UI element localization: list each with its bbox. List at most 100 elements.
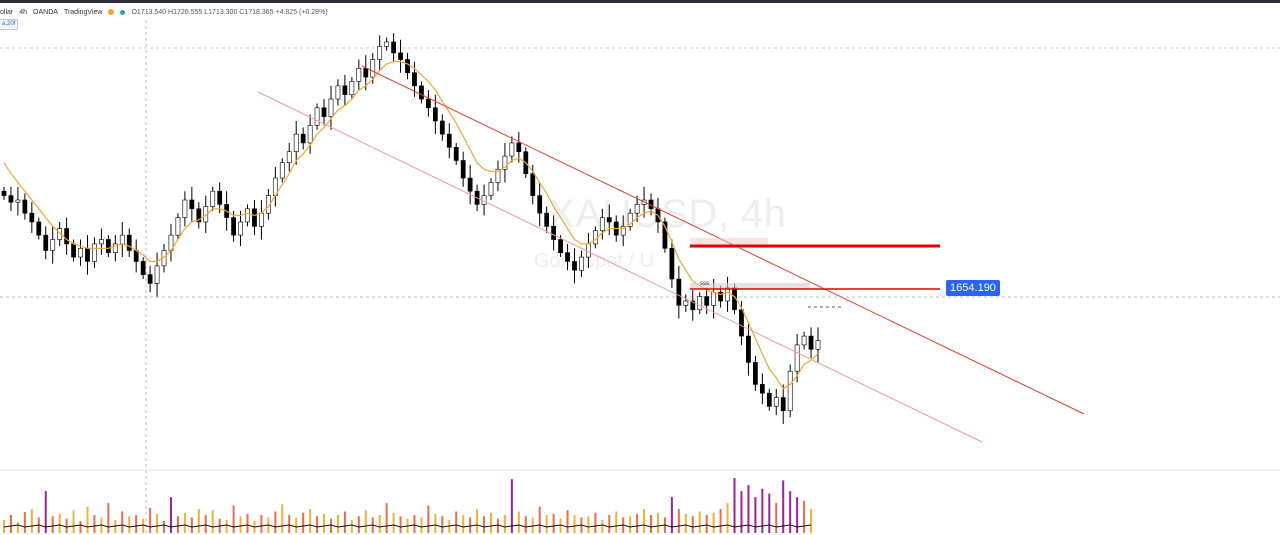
volume-bar — [30, 509, 33, 533]
candle-body — [676, 278, 682, 306]
candle-body — [537, 195, 543, 214]
candle-body — [15, 199, 21, 203]
candle-body — [314, 107, 320, 126]
candle-body — [739, 309, 744, 337]
volume-bar — [336, 515, 339, 533]
candle-body — [8, 195, 14, 203]
channel-lower-line — [257, 91, 983, 443]
volume-bar — [629, 516, 632, 533]
volume-bar — [573, 515, 576, 533]
volume-bar — [23, 512, 26, 533]
bell-icon[interactable] — [108, 9, 115, 15]
candle-body — [147, 274, 153, 284]
candle-body — [551, 226, 557, 240]
candle-body — [752, 362, 758, 385]
candle-body — [78, 247, 83, 258]
candle-body — [446, 133, 452, 148]
candle-body — [634, 204, 640, 214]
volume-bar — [3, 519, 5, 533]
ohlc-values: O1713.540 H1720.555 L1713.300 C1718.365 … — [131, 8, 328, 16]
candle-body — [516, 142, 522, 153]
candle-body — [405, 59, 410, 73]
volume-bar — [350, 519, 353, 533]
volume-bar — [747, 485, 750, 533]
volume-bar — [420, 517, 423, 533]
volume-bar — [79, 521, 82, 533]
volume-bar — [768, 493, 771, 533]
liquidity-zone — [690, 283, 810, 289]
volume-bar — [496, 518, 499, 533]
volume-bar — [796, 497, 799, 533]
candle-body — [43, 234, 49, 251]
candle-body — [196, 208, 202, 223]
volume-bar — [483, 516, 486, 533]
volume-bar — [135, 515, 138, 533]
volume-bar — [503, 515, 506, 533]
volume-bar — [156, 513, 159, 533]
candle-body — [718, 291, 723, 302]
candle-body — [328, 98, 334, 117]
candle-body — [307, 125, 313, 144]
candle-body — [182, 199, 188, 218]
volume-bar — [636, 513, 639, 533]
candle-body — [99, 239, 104, 245]
candle-body — [711, 291, 717, 306]
candle-body — [502, 155, 508, 170]
candle-body — [773, 397, 779, 407]
indicator-chip[interactable]: a,20f — [0, 19, 19, 30]
volume-bar — [149, 507, 152, 533]
candle-body — [530, 173, 536, 196]
candle-body — [335, 85, 341, 100]
candle-body — [92, 243, 97, 262]
candle-body — [300, 133, 306, 144]
candle-body — [662, 221, 668, 249]
volume-bar — [163, 521, 166, 533]
candle-body — [558, 239, 563, 253]
symbol-name[interactable]: ollar — [0, 8, 14, 16]
candle-body — [286, 151, 292, 163]
volume-bar — [357, 516, 360, 533]
candle-body — [787, 370, 793, 412]
volume-bars — [3, 478, 813, 533]
volume-bar — [650, 515, 653, 533]
volume-bar — [761, 488, 764, 533]
volume-bar — [538, 506, 541, 533]
volume-bar — [142, 518, 145, 533]
volume-bar — [316, 516, 319, 533]
candle-body — [259, 212, 264, 227]
candle-body — [279, 162, 285, 179]
volume-bar — [309, 509, 312, 533]
candle-body — [293, 133, 299, 153]
candle-body — [432, 107, 438, 122]
price-level-label[interactable]: 1654.190 — [946, 280, 1000, 296]
volume-bar — [601, 519, 604, 533]
volume-bar — [782, 480, 785, 533]
volume-bar — [260, 515, 263, 533]
volume-bar — [169, 497, 172, 533]
volume-bar — [364, 510, 367, 533]
volume-bar — [434, 513, 437, 533]
candle-body — [697, 296, 703, 311]
volume-bar — [93, 515, 96, 533]
interval-label[interactable]: 4h — [19, 8, 28, 16]
candle-body — [363, 67, 369, 78]
candle-body — [119, 234, 125, 245]
volume-bar — [183, 512, 186, 533]
volume-bar — [392, 512, 395, 533]
candle-body — [704, 296, 710, 306]
candle-body — [112, 243, 118, 253]
volume-bar — [72, 510, 75, 533]
candle-body — [766, 392, 772, 407]
candle-body — [217, 190, 223, 205]
candle-body — [210, 190, 216, 207]
volume-bar — [559, 518, 562, 533]
candle-body — [126, 234, 132, 251]
volume-bar — [441, 516, 444, 533]
window-top-strip — [0, 0, 1280, 3]
candle-body — [85, 247, 90, 262]
volume-bar — [726, 503, 729, 533]
watermark-subtitle: Gold Spot / U — [534, 250, 655, 272]
volume-bar — [462, 515, 465, 533]
volume-bar — [204, 515, 207, 533]
